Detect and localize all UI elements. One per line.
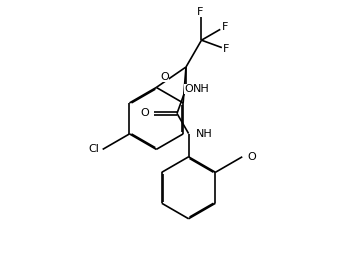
- Text: NH: NH: [195, 129, 212, 139]
- Text: O: O: [247, 152, 256, 162]
- Text: Cl: Cl: [88, 144, 99, 154]
- Text: NH: NH: [193, 84, 210, 94]
- Text: O: O: [184, 84, 193, 94]
- Text: O: O: [141, 109, 150, 118]
- Text: O: O: [160, 72, 169, 82]
- Text: F: F: [223, 44, 230, 54]
- Text: F: F: [222, 22, 228, 32]
- Text: F: F: [197, 7, 203, 17]
